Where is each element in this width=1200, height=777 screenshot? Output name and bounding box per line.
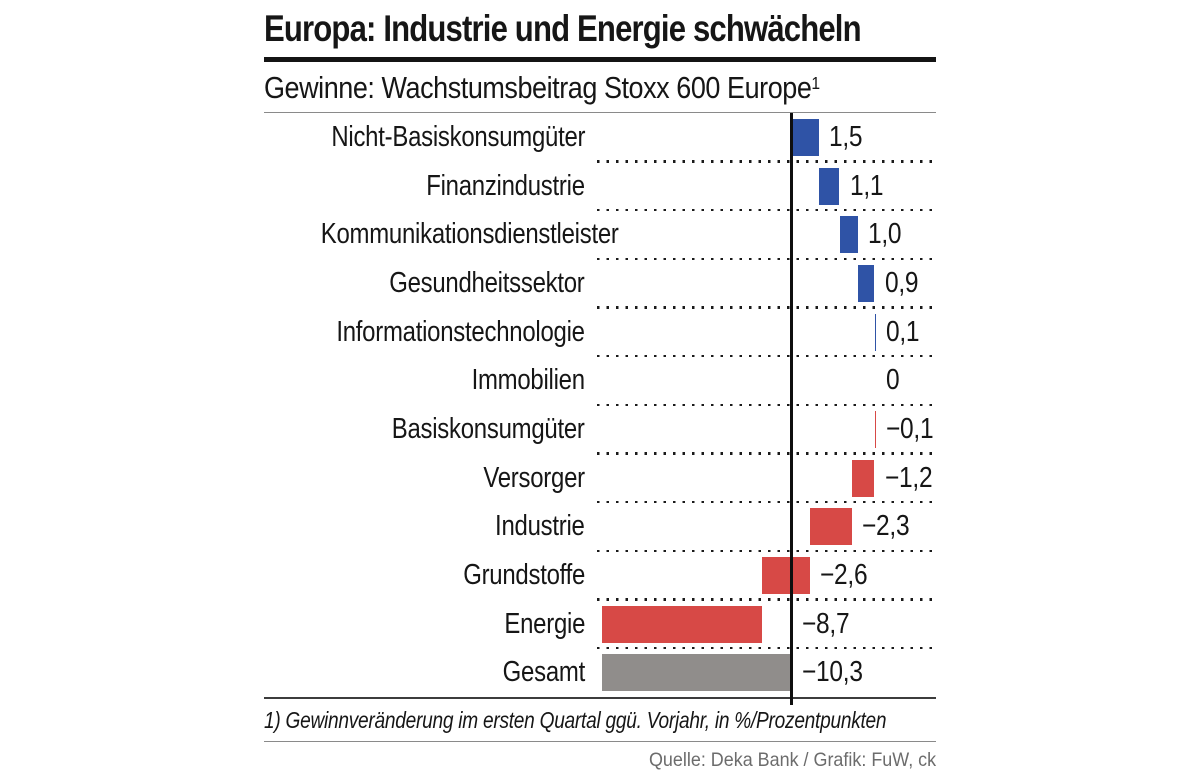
waterfall-bar — [791, 118, 820, 156]
value-label-text: 1,0 — [867, 218, 902, 251]
waterfall-bar — [852, 459, 875, 497]
row-separator — [597, 354, 936, 358]
value-label: −2,3 — [862, 502, 917, 551]
value-label: −10,3 — [802, 648, 873, 697]
value-label-text: 1,1 — [849, 169, 884, 202]
footnote: 1) Gewinnveränderung im ersten Quartal g… — [264, 700, 936, 740]
waterfall-bar — [601, 654, 792, 692]
row-separator — [597, 646, 936, 650]
figure-subtitle-text: Gewinne: Wachstumsbeitrag Stoxx 600 Euro… — [264, 66, 820, 110]
row-separator — [597, 306, 936, 309]
waterfall-bar — [601, 605, 762, 643]
value-label-text: 0,1 — [886, 315, 920, 348]
category-label: Kommunikationsdienstleister — [264, 210, 619, 259]
category-label: Finanzindustrie — [264, 162, 585, 211]
waterfall-bar — [810, 508, 853, 546]
row-separator — [597, 500, 936, 504]
waterfall-bar — [839, 216, 858, 254]
zero-axis — [790, 113, 793, 705]
value-label-text: −2,3 — [862, 510, 910, 543]
value-label-text: −8,7 — [801, 607, 850, 640]
footnote-text: 1) Gewinnveränderung im ersten Quartal g… — [264, 707, 887, 733]
row-separator — [597, 403, 936, 406]
category-label: Nicht-Basiskonsumgüter — [264, 113, 585, 162]
category-label-text: Gesamt — [502, 656, 586, 689]
category-label-text: Industrie — [495, 510, 585, 543]
category-label-text: Energie — [504, 607, 585, 640]
category-label: Gesundheitssektor — [264, 259, 586, 308]
category-label-text: Grundstoffe — [463, 559, 585, 591]
waterfall-bar — [874, 410, 877, 448]
waterfall-bar — [819, 167, 840, 205]
figure-title: Europa: Industrie und Energie schwächeln — [264, 6, 936, 52]
source-credit-text: Quelle: Deka Bank / Grafik: FuW, ck — [648, 749, 936, 771]
value-label-text: −1,2 — [884, 461, 933, 494]
category-label: Basiskonsumgüter — [264, 405, 585, 454]
chart-area: Nicht-Basiskonsumgüter 1,5 Finanzindustrie… — [264, 113, 936, 705]
category-label-text: Finanzindustrie — [426, 169, 585, 202]
waterfall-bar — [857, 264, 875, 302]
value-label: −8,7 — [802, 600, 857, 649]
value-label: 1,0 — [868, 210, 907, 259]
subtitle-label: Gewinne: Wachstumsbeitrag Stoxx 600 Euro… — [264, 70, 812, 105]
category-label: Industrie — [264, 502, 585, 551]
category-label: Gesamt — [264, 648, 586, 697]
row-separator — [597, 598, 936, 601]
waterfall-bar — [762, 556, 810, 594]
value-label-text: 0,9 — [884, 267, 919, 299]
title-rule — [264, 57, 936, 62]
category-label-text: Gesundheitssektor — [389, 267, 586, 299]
row-separator — [597, 160, 936, 163]
category-label-text: Nicht-Basiskonsumgüter — [331, 121, 585, 153]
row-separator — [597, 549, 936, 552]
category-label-text: Informationstechnologie — [336, 315, 586, 348]
value-label: 1,1 — [850, 162, 889, 211]
subtitle-superscript: 1 — [811, 73, 820, 93]
figure-subtitle: Gewinne: Wachstumsbeitrag Stoxx 600 Euro… — [264, 66, 936, 110]
category-label: Grundstoffe — [264, 551, 585, 600]
row-separator — [597, 257, 936, 260]
value-label-text: 1,5 — [829, 121, 863, 153]
row-separator — [597, 208, 936, 212]
value-label: 0,1 — [886, 308, 925, 357]
value-label-text: −2,6 — [820, 559, 868, 591]
subtitle-rule — [264, 112, 936, 113]
footnote-rule — [264, 741, 936, 742]
category-label: Versorger — [264, 454, 585, 503]
value-label: −1,2 — [885, 454, 940, 503]
value-label-text: −0,1 — [886, 413, 934, 445]
category-label: Energie — [264, 600, 585, 649]
value-label: 0 — [886, 356, 902, 405]
value-label: −2,6 — [820, 551, 875, 600]
value-label: −0,1 — [886, 405, 941, 454]
row-separator — [597, 452, 936, 455]
category-label-text: Kommunikationsdienstleister — [320, 218, 619, 251]
value-label: 0,9 — [885, 259, 924, 308]
chart-bottom-rule — [264, 697, 936, 699]
category-label: Immobilien — [264, 356, 585, 405]
category-label-text: Versorger — [483, 461, 585, 494]
category-label: Informationstechnologie — [264, 308, 586, 357]
source-credit: Quelle: Deka Bank / Grafik: FuW, ck — [264, 746, 936, 774]
category-label-text: Basiskonsumgüter — [392, 413, 585, 445]
category-label-text: Immobilien — [471, 364, 585, 397]
waterfall-bar — [874, 313, 877, 351]
value-label-text: −10,3 — [801, 656, 863, 689]
value-label-text: 0 — [886, 364, 900, 397]
chart-figure: Europa: Industrie und Energie schwächeln… — [264, 0, 936, 777]
value-label: 1,5 — [829, 113, 868, 162]
figure-title-text: Europa: Industrie und Energie schwächeln — [264, 8, 862, 49]
